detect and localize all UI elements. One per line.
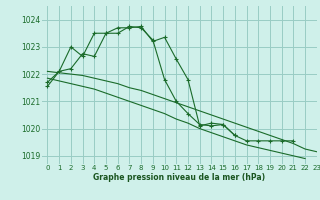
X-axis label: Graphe pression niveau de la mer (hPa): Graphe pression niveau de la mer (hPa) (93, 173, 265, 182)
